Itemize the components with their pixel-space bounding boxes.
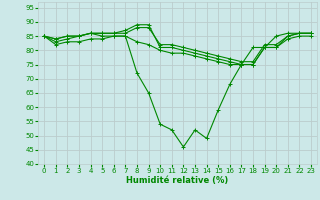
X-axis label: Humidité relative (%): Humidité relative (%) — [126, 176, 229, 185]
